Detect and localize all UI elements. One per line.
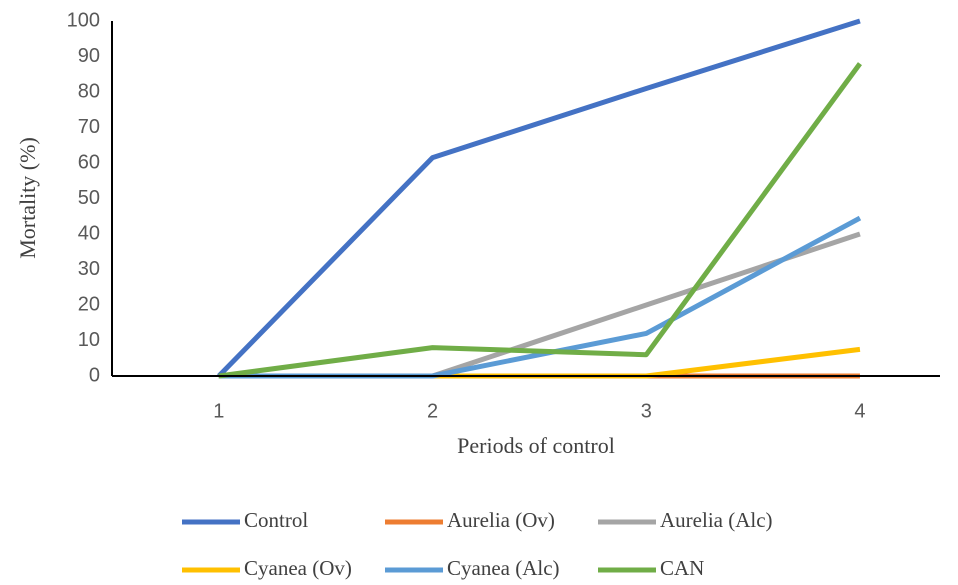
legend-label: CAN: [660, 556, 704, 580]
legend-label: Control: [244, 508, 308, 532]
x-axis-label: Periods of control: [457, 433, 615, 458]
series-line: [217, 18, 861, 378]
legend-label: Aurelia (Alc): [660, 508, 773, 532]
y-tick-label: 0: [89, 364, 100, 386]
series-line: [218, 62, 862, 379]
x-tick-label: 3: [641, 400, 652, 422]
y-tick-label: 90: [78, 45, 100, 67]
y-tick-label: 60: [78, 151, 100, 173]
y-tick-label: 50: [78, 187, 100, 209]
y-tick-label: 80: [78, 80, 100, 102]
legend-label: Cyanea (Alc): [447, 556, 560, 580]
legend-label: Cyanea (Ov): [244, 556, 352, 580]
y-axis-label: Mortality (%): [15, 137, 40, 259]
y-tick-label: 10: [78, 329, 100, 351]
y-tick-label: 70: [78, 116, 100, 138]
x-tick-label: 4: [854, 400, 865, 422]
y-tick-label: 100: [67, 9, 100, 31]
x-tick-label: 1: [213, 400, 224, 422]
x-tick-label: 2: [427, 400, 438, 422]
legend-label: Aurelia (Ov): [447, 508, 555, 532]
y-tick-label: 30: [78, 258, 100, 280]
y-tick-label: 40: [78, 222, 100, 244]
y-tick-label: 20: [78, 293, 100, 315]
